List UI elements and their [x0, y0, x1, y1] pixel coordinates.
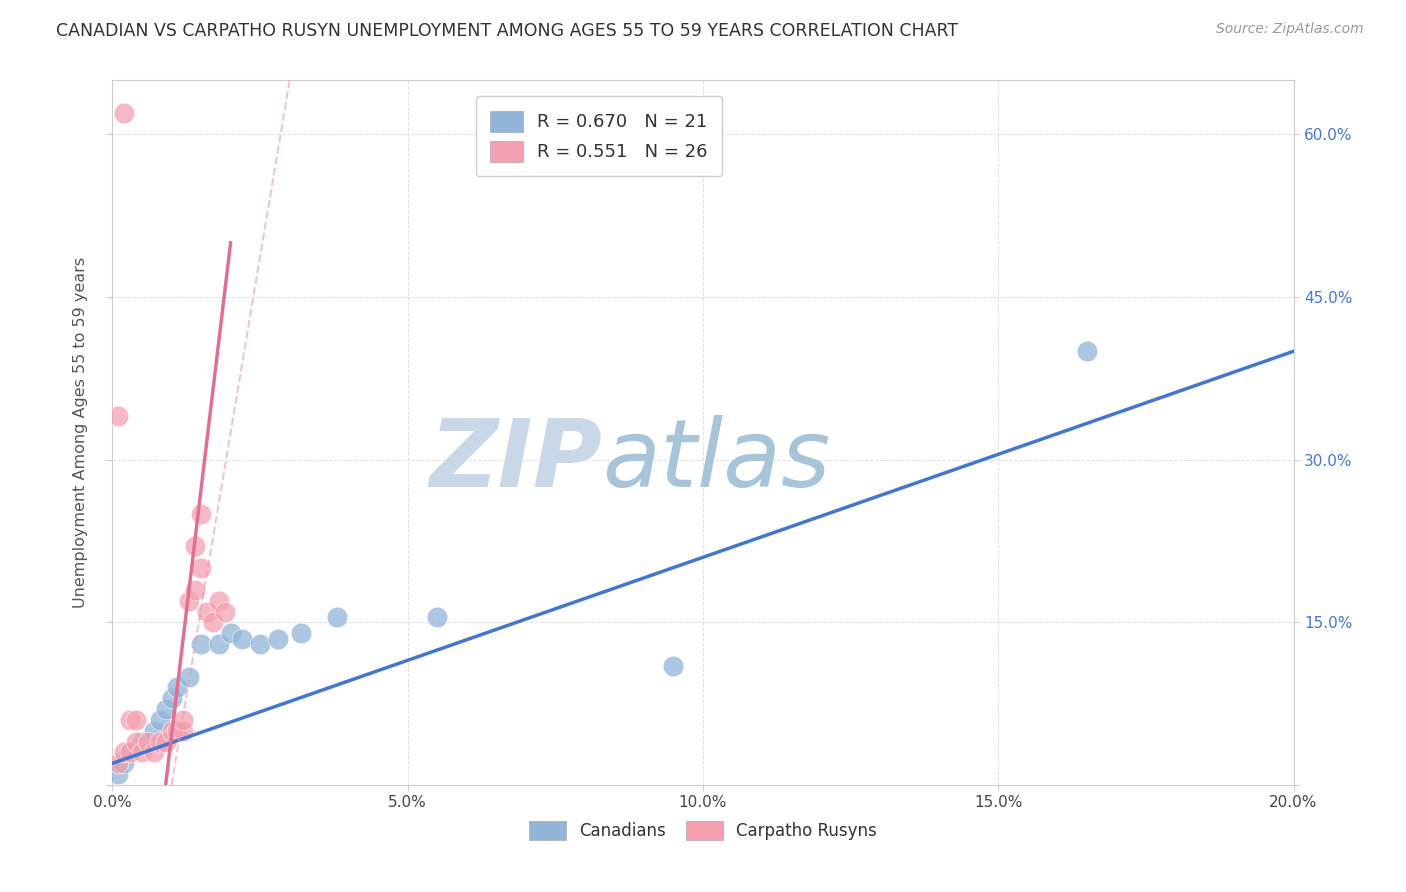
Point: [208, 593, 231, 607]
Point: [142, 723, 165, 738]
Point: [195, 605, 218, 619]
Point: [136, 734, 159, 748]
Point: [149, 734, 172, 748]
Point: [172, 713, 194, 727]
Point: [155, 702, 177, 716]
Point: [267, 632, 290, 646]
Point: [125, 713, 148, 727]
Point: [112, 105, 135, 120]
Point: [166, 681, 188, 695]
Point: [190, 561, 212, 575]
Text: atlas: atlas: [603, 416, 831, 507]
Point: [125, 734, 148, 748]
Point: [231, 632, 253, 646]
Point: [120, 713, 142, 727]
Point: [1076, 344, 1098, 359]
Point: [131, 734, 153, 748]
Point: [166, 723, 188, 738]
Text: Source: ZipAtlas.com: Source: ZipAtlas.com: [1216, 22, 1364, 37]
Point: [184, 582, 207, 597]
Point: [208, 637, 231, 651]
Point: [155, 734, 177, 748]
Point: [426, 610, 449, 624]
Point: [107, 756, 129, 771]
Point: [172, 723, 194, 738]
Text: CANADIAN VS CARPATHO RUSYN UNEMPLOYMENT AMONG AGES 55 TO 59 YEARS CORRELATION CH: CANADIAN VS CARPATHO RUSYN UNEMPLOYMENT …: [56, 22, 959, 40]
Point: [201, 615, 224, 630]
Point: [160, 723, 183, 738]
Point: [112, 746, 135, 760]
Point: [120, 746, 142, 760]
Point: [131, 746, 153, 760]
Point: [120, 746, 142, 760]
Point: [249, 637, 271, 651]
Point: [112, 756, 135, 771]
Point: [662, 658, 685, 673]
Point: [179, 669, 201, 683]
Text: ZIP: ZIP: [430, 415, 603, 507]
Point: [290, 626, 312, 640]
Y-axis label: Unemployment Among Ages 55 to 59 years: Unemployment Among Ages 55 to 59 years: [73, 257, 89, 608]
Legend: Canadians, Carpatho Rusyns: Canadians, Carpatho Rusyns: [523, 814, 883, 847]
Point: [219, 626, 242, 640]
Point: [142, 746, 165, 760]
Point: [326, 610, 349, 624]
Point: [214, 605, 236, 619]
Point: [190, 507, 212, 521]
Point: [184, 540, 207, 554]
Point: [107, 767, 129, 781]
Point: [179, 593, 201, 607]
Point: [149, 713, 172, 727]
Point: [107, 409, 129, 424]
Point: [160, 691, 183, 706]
Point: [190, 637, 212, 651]
